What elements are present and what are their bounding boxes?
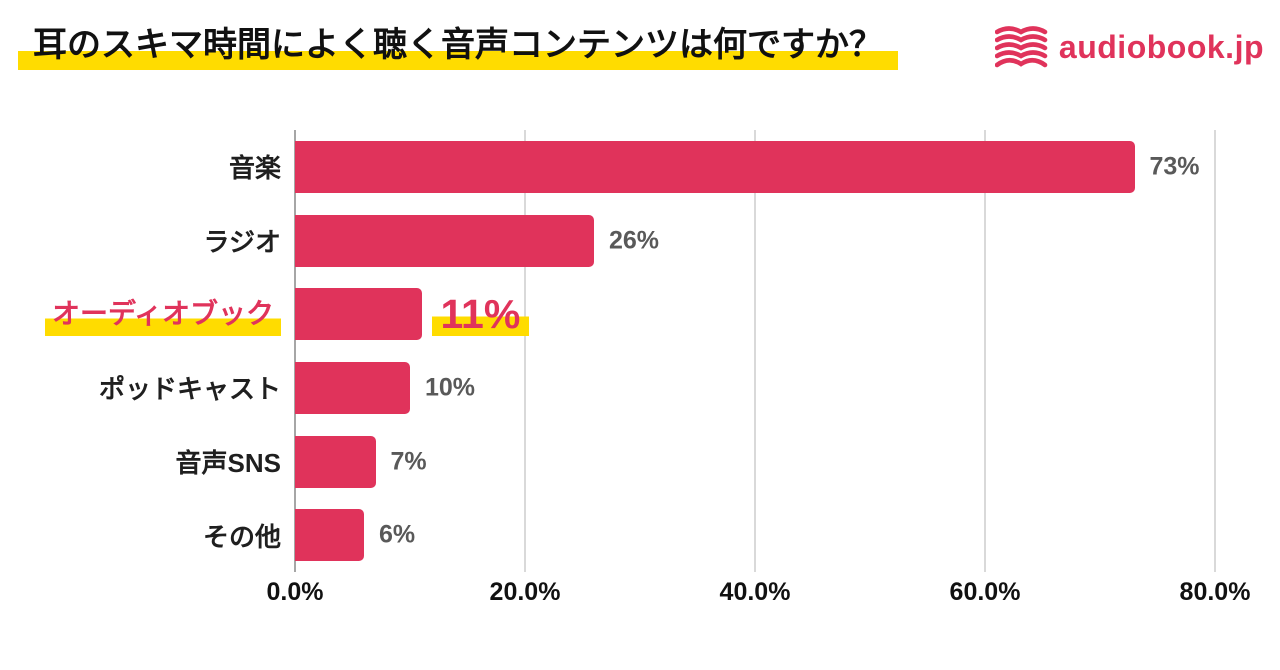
bar [295, 435, 376, 488]
value-label: 10% [425, 373, 476, 402]
value-label: 6% [379, 520, 416, 549]
bar [295, 140, 1135, 193]
x-tick-label: 80.0% [1179, 578, 1251, 606]
page-title-text: 耳のスキマ時間によく聴く音声コンテンツは何ですか？ [18, 20, 898, 70]
book-waves-icon [994, 26, 1048, 68]
x-axis: 0.0% 20.0% 40.0% 60.0% 80.0% [0, 578, 1280, 612]
category-label: 音楽 [0, 148, 295, 185]
bar [295, 361, 410, 414]
brand-logo: audiobook.jp [994, 24, 1264, 70]
bar-track: 6% [295, 509, 1215, 562]
category-label-text: ラジオ [203, 227, 281, 257]
axis-line [294, 130, 296, 572]
category-label: その他 [0, 517, 295, 554]
category-label-text: 音楽 [228, 153, 281, 184]
bar-track: 10% [295, 361, 1215, 414]
category-label: ラジオ [0, 222, 295, 259]
bar [295, 214, 594, 267]
bar-track: 26% [295, 214, 1215, 267]
chart-row: ポッドキャスト 10% [0, 351, 1280, 425]
x-tick-label: 0.0% [266, 578, 324, 606]
bar-rows: 音楽 73% ラジオ 26% オーディオブック 11% ポッドキャスト 10% 音声SNS 7% そ… [0, 130, 1280, 572]
value-label: 11% [431, 292, 530, 337]
bar [295, 288, 422, 341]
bar-track: 7% [295, 435, 1215, 488]
bar-track: 11% [295, 288, 1215, 341]
chart-grid [294, 130, 1216, 572]
category-label-text: 音声SNS [175, 448, 281, 479]
chart-row: 音楽 73% [0, 130, 1280, 204]
category-label-text: オーディオブック [44, 292, 281, 337]
bar-track: 73% [295, 140, 1215, 193]
chart-row: オーディオブック 11% [0, 277, 1280, 351]
chart-row: その他 6% [0, 498, 1280, 572]
gridline [754, 130, 756, 572]
category-label-text: その他 [202, 521, 281, 552]
category-label: オーディオブック [0, 292, 295, 337]
x-tick-label: 20.0% [489, 578, 561, 606]
gridline [1214, 130, 1216, 572]
brand-logo-text: audiobook.jp [1058, 28, 1264, 65]
value-label: 73% [1149, 152, 1200, 181]
chart-row: ラジオ 26% [0, 204, 1280, 278]
category-label-text: ポッドキャスト [98, 374, 281, 405]
gridline [984, 130, 986, 572]
bar [295, 509, 364, 562]
gridline [524, 130, 526, 572]
category-label: ポッドキャスト [0, 369, 295, 406]
x-tick-label: 60.0% [949, 578, 1021, 606]
value-label: 7% [390, 447, 427, 476]
category-label: 音声SNS [0, 443, 295, 480]
page-title: 耳のスキマ時間によく聴く音声コンテンツは何ですか？ [18, 20, 898, 70]
x-tick-label: 40.0% [719, 578, 791, 606]
value-label: 26% [609, 226, 660, 254]
chart-row: 音声SNS 7% [0, 425, 1280, 499]
